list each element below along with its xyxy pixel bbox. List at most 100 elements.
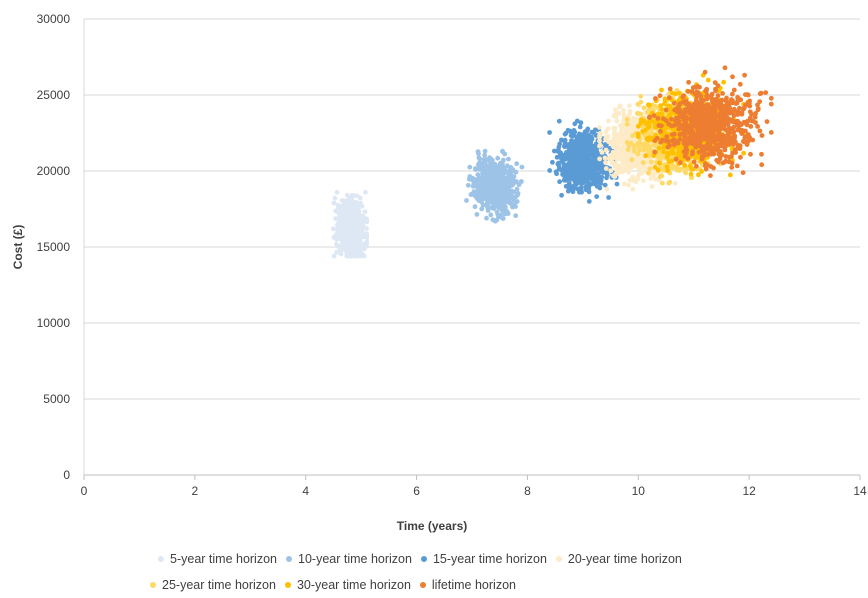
data-point — [341, 230, 347, 236]
data-point — [623, 155, 629, 161]
data-point — [547, 130, 552, 135]
data-point — [623, 126, 629, 132]
data-point — [686, 79, 691, 85]
data-point — [671, 100, 677, 106]
data-point — [358, 246, 364, 251]
data-point — [703, 88, 709, 93]
data-point — [657, 93, 663, 99]
data-point — [579, 189, 584, 195]
data-point — [339, 210, 345, 216]
data-point — [667, 86, 673, 92]
data-point — [682, 163, 688, 168]
data-point — [730, 119, 736, 125]
data-point — [346, 229, 352, 234]
data-point — [354, 200, 359, 205]
data-point — [696, 172, 701, 178]
data-point — [666, 180, 672, 186]
data-point — [344, 192, 350, 198]
legend-label: 10-year time horizon — [298, 552, 412, 566]
data-point — [725, 105, 731, 110]
data-point — [482, 195, 488, 201]
data-point — [681, 117, 687, 123]
data-point — [557, 141, 563, 147]
data-point — [737, 146, 743, 152]
data-point — [747, 137, 753, 143]
data-point — [342, 202, 348, 208]
data-point — [741, 105, 747, 111]
data-point — [642, 127, 648, 133]
data-point — [664, 164, 670, 170]
data-point — [726, 138, 731, 144]
data-point — [702, 152, 708, 157]
data-point — [594, 194, 600, 200]
data-point — [687, 106, 693, 112]
data-point — [635, 134, 641, 140]
data-point — [704, 129, 709, 135]
data-point — [624, 121, 630, 127]
data-point — [342, 226, 348, 231]
data-point — [764, 119, 770, 124]
data-point — [338, 221, 343, 227]
data-point — [746, 100, 752, 106]
data-point — [354, 253, 360, 259]
data-point — [742, 72, 747, 78]
data-point — [498, 197, 504, 202]
data-point — [673, 107, 678, 113]
legend-marker-10-year — [286, 556, 292, 562]
data-point — [465, 182, 471, 188]
data-point — [651, 113, 657, 118]
data-point — [332, 195, 338, 201]
data-point — [706, 135, 711, 141]
data-point — [350, 253, 355, 259]
x-tick-label: 4 — [302, 484, 309, 498]
data-point — [713, 115, 719, 120]
legend-label: 30-year time horizon — [296, 578, 411, 592]
data-point — [657, 160, 662, 166]
data-point — [487, 185, 493, 191]
data-point — [643, 153, 648, 159]
data-point — [498, 185, 504, 191]
data-point — [479, 206, 485, 212]
data-point — [619, 128, 624, 133]
data-point — [572, 129, 578, 135]
data-point — [672, 180, 678, 186]
legend-marker-20-year — [555, 556, 562, 562]
data-point — [684, 150, 689, 156]
x-tick-label: 10 — [632, 484, 646, 498]
series-0 — [331, 189, 370, 259]
y-tick-label: 25000 — [37, 88, 71, 102]
data-point — [694, 121, 700, 127]
data-point — [574, 140, 579, 146]
data-point — [635, 123, 641, 129]
data-point — [659, 111, 665, 117]
data-point — [683, 170, 689, 176]
data-point — [667, 95, 672, 101]
data-point — [686, 89, 691, 94]
data-point — [729, 154, 734, 159]
data-point — [482, 160, 488, 166]
data-point — [706, 145, 712, 151]
y-tick-label: 15000 — [37, 240, 71, 254]
data-point — [591, 130, 597, 136]
data-point — [654, 135, 660, 141]
data-point — [686, 140, 692, 146]
data-point — [592, 162, 598, 168]
data-point — [662, 101, 667, 107]
data-point — [589, 136, 595, 142]
data-point — [580, 149, 585, 154]
data-point — [676, 126, 682, 132]
data-point — [573, 177, 579, 183]
data-point — [472, 204, 478, 210]
data-point — [641, 178, 646, 184]
data-point — [627, 103, 632, 108]
data-point — [486, 198, 491, 204]
data-point — [618, 133, 623, 139]
data-point — [562, 137, 568, 143]
data-point — [730, 109, 736, 115]
data-point — [717, 153, 723, 159]
data-point — [701, 98, 706, 103]
data-point — [759, 151, 764, 157]
data-point — [599, 150, 605, 155]
data-point — [730, 140, 736, 146]
data-point — [669, 158, 675, 164]
